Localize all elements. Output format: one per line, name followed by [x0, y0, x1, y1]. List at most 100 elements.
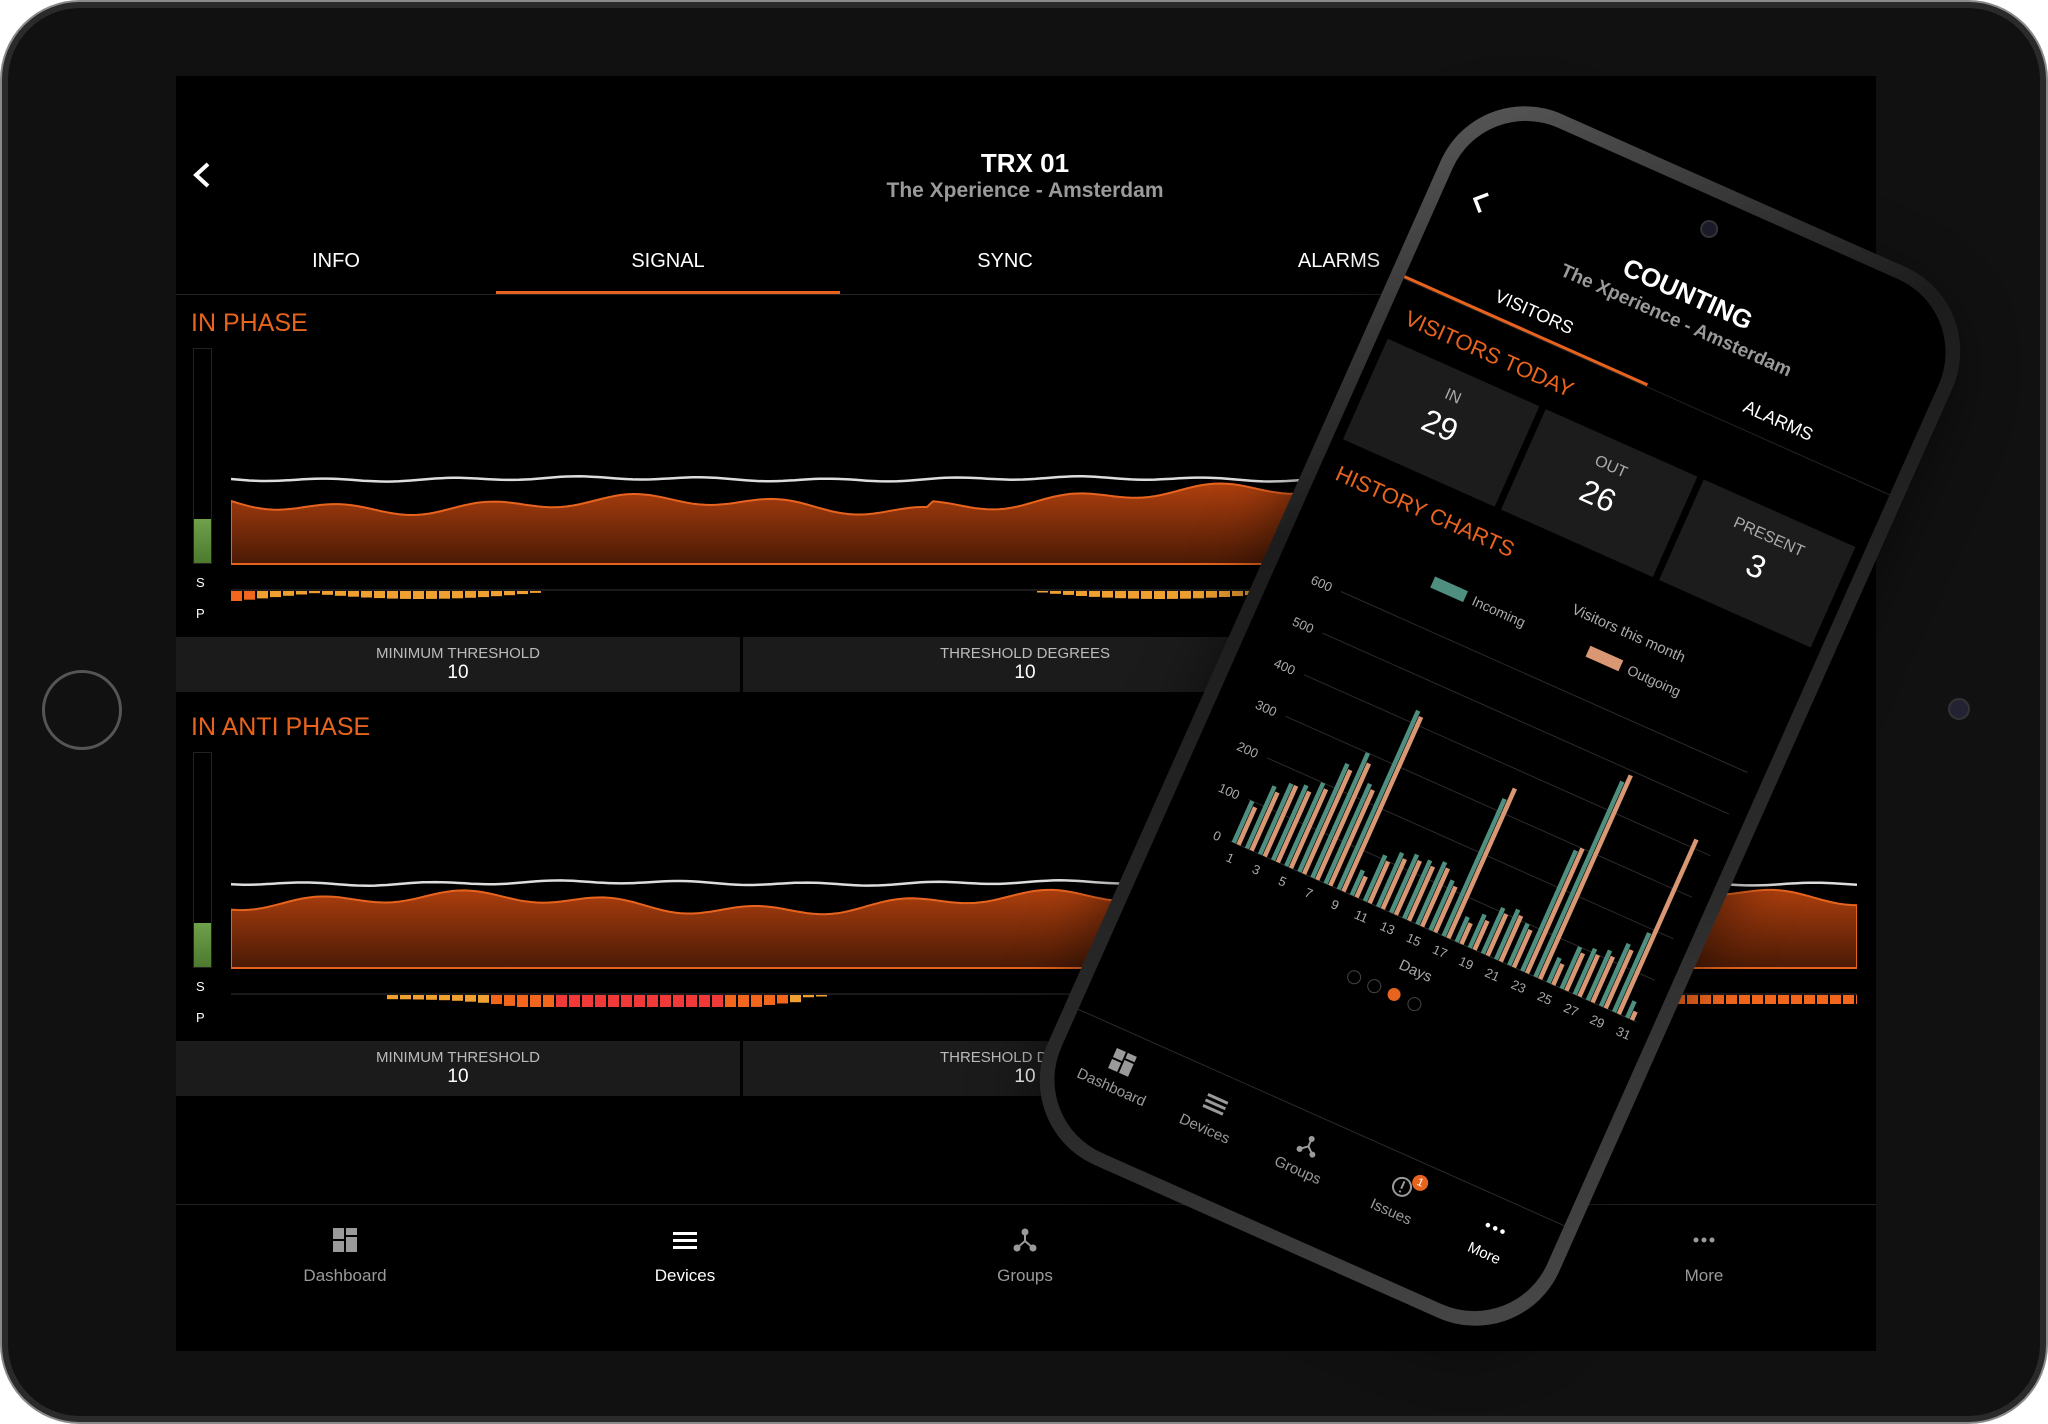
bar	[1393, 859, 1422, 916]
bar	[1275, 790, 1312, 864]
x-tick-label: 29	[1588, 1012, 1607, 1032]
tab[interactable]: ALARMS	[1740, 396, 1817, 445]
nav-label[interactable]: Groups	[1271, 1152, 1324, 1189]
tab[interactable]: SYNC	[977, 250, 1033, 272]
bar	[1249, 791, 1280, 852]
meter-label: P	[196, 1010, 205, 1025]
x-tick-label: 7	[1302, 885, 1315, 902]
x-tick-label: 9	[1329, 896, 1342, 913]
x-tick-label: 3	[1250, 861, 1263, 878]
threshold-label: MINIMUM THRESHOLD	[376, 1049, 540, 1066]
phase-bar	[413, 995, 424, 1000]
nav-divider	[176, 1204, 1876, 1205]
bar	[1415, 861, 1448, 926]
phase-bar	[1219, 591, 1230, 597]
bar	[1310, 752, 1371, 879]
phase-bar	[556, 995, 567, 1007]
bar	[1441, 797, 1507, 938]
phase-bar	[374, 591, 385, 599]
x-tick-label: 13	[1378, 918, 1397, 938]
nav-label[interactable]: Devices	[654, 1266, 716, 1285]
back-button[interactable]	[190, 160, 214, 190]
phase-bar	[309, 591, 320, 594]
x-tick-label: 19	[1456, 953, 1475, 973]
level-meter-fill	[194, 923, 211, 967]
page-dot[interactable]	[1344, 968, 1364, 987]
threshold-cell: MINIMUM THRESHOLD 10	[176, 637, 740, 692]
phase-bar	[244, 591, 255, 600]
nav-icon[interactable]	[1387, 1172, 1416, 1201]
home-button[interactable]	[42, 670, 122, 750]
nav-icon[interactable]	[1107, 1047, 1137, 1077]
x-tick-label: 21	[1483, 965, 1502, 985]
back-button[interactable]	[1465, 185, 1494, 217]
y-tick-label: 200	[1235, 738, 1261, 761]
bar	[1551, 963, 1565, 986]
phase-bar	[426, 995, 437, 1000]
x-tick-label: 25	[1535, 988, 1554, 1008]
tab[interactable]: ALARMS	[1297, 250, 1381, 272]
bar	[1257, 782, 1294, 856]
bar	[1533, 780, 1625, 978]
phase-bar	[530, 591, 541, 593]
phase-bar	[296, 591, 307, 595]
bar	[1520, 849, 1579, 973]
nav-label[interactable]: Groups	[997, 1266, 1053, 1285]
phase-bar	[751, 995, 762, 1007]
phase-bar	[1765, 995, 1776, 1004]
phase-bar	[413, 591, 424, 599]
phase-bar	[803, 995, 814, 998]
bar	[1559, 946, 1583, 990]
nav-icon[interactable]	[1201, 1089, 1230, 1118]
tab[interactable]: SIGNAL	[631, 250, 705, 272]
nav-icon[interactable]	[333, 1228, 357, 1252]
phase-bar	[1102, 591, 1113, 598]
tab[interactable]: VISITORS	[1491, 285, 1577, 339]
y-tick-label: 400	[1272, 655, 1298, 678]
bar	[1271, 784, 1309, 862]
threshold-label: MINIMUM THRESHOLD	[376, 645, 540, 662]
nav-icon[interactable]	[1692, 1228, 1716, 1252]
nav-icon[interactable]	[1294, 1131, 1323, 1160]
phase-bar	[660, 995, 671, 1007]
phase-bar	[1778, 995, 1789, 1004]
bar	[1428, 879, 1455, 932]
phase-bar	[712, 995, 723, 1007]
phase-bar	[1141, 591, 1152, 599]
nav-label[interactable]: More	[1464, 1238, 1504, 1269]
bar	[1446, 787, 1518, 940]
phone-camera	[1697, 217, 1722, 241]
nav-label[interactable]: Devices	[1176, 1110, 1233, 1148]
phase-bar	[478, 995, 489, 1003]
phase-bar	[530, 995, 541, 1007]
bar	[1406, 865, 1436, 922]
phase-bar	[517, 995, 528, 1007]
x-axis-label: Days	[1396, 956, 1434, 985]
phase-bar	[1843, 995, 1854, 1004]
y-tick-label: 500	[1290, 614, 1316, 637]
page-dot-active[interactable]	[1385, 985, 1403, 1004]
phase-bar	[257, 591, 268, 599]
nav-icon[interactable]	[1013, 1228, 1037, 1252]
phase-bar	[1089, 591, 1100, 597]
nav-label[interactable]: Dashboard	[1074, 1064, 1149, 1111]
x-tick-label: 23	[1509, 977, 1528, 997]
nav-label[interactable]: More	[1684, 1266, 1724, 1285]
phase-bar	[1739, 995, 1750, 1004]
tab-divider	[176, 294, 1876, 295]
phase-bar	[543, 995, 554, 1007]
nav-label[interactable]: Dashboard	[303, 1266, 387, 1285]
level-meter	[193, 752, 212, 968]
bar	[1480, 906, 1506, 955]
phone-screen: COUNTING The Xperience - Amsterdam VISIT…	[1028, 95, 1972, 1337]
nav-icon[interactable]	[673, 1228, 697, 1252]
tab[interactable]: INFO	[312, 250, 360, 272]
page-dot[interactable]	[1364, 976, 1384, 996]
phase-bar	[1167, 591, 1178, 599]
nav-icon[interactable]	[1481, 1214, 1510, 1243]
page-dot[interactable]	[1405, 994, 1424, 1014]
threshold-value: 10	[447, 662, 469, 683]
issues-badge[interactable]: 1	[1409, 1172, 1431, 1194]
bar	[1288, 788, 1329, 870]
phase-bar	[647, 995, 658, 1007]
